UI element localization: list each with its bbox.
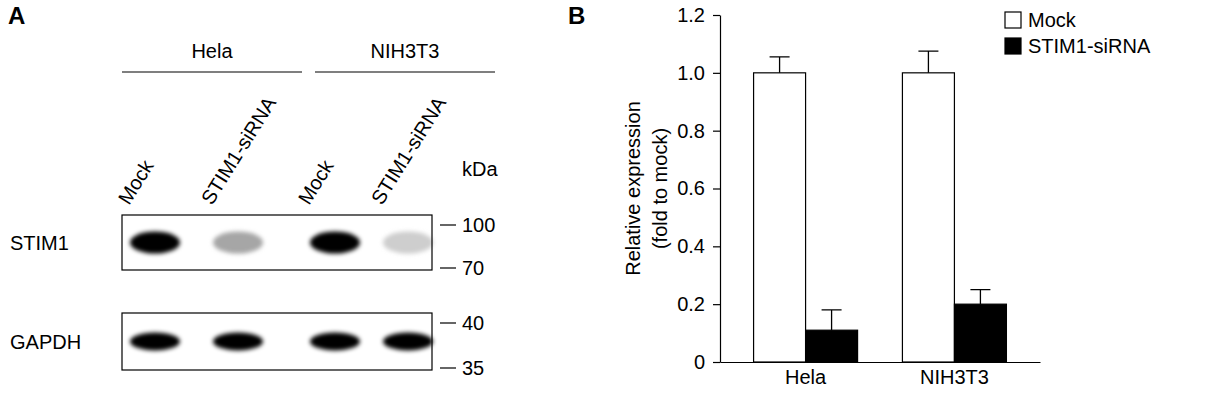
legend: Mock STIM1-siRNA — [1005, 9, 1151, 57]
y-tick-label: 0 — [694, 351, 705, 373]
y-tick-label: 0.6 — [677, 177, 705, 199]
legend-label: STIM1-siRNA — [1028, 35, 1151, 57]
y-axis: 0 0.2 0.4 0.6 0.8 1.0 1.2 — [677, 4, 720, 373]
y-tick-label: 0.2 — [677, 293, 705, 315]
band — [383, 232, 433, 254]
figure: A Hela Mock STIM1-siRNA NIH3T3 Mock STIM1-siRN… — [0, 0, 1221, 393]
y-tick: 0.4 — [677, 235, 720, 257]
lane-label: Mock — [294, 155, 339, 208]
group-line — [315, 71, 495, 72]
marker-tick — [440, 224, 456, 225]
y-tick-mark — [713, 188, 720, 189]
lane-label: Mock — [114, 155, 159, 208]
error-bar — [918, 51, 938, 73]
band — [310, 333, 360, 351]
marker-tick — [440, 322, 456, 323]
y-tick-label: 1.2 — [677, 4, 705, 26]
y-tick: 0.6 — [677, 177, 720, 199]
marker-tick — [440, 367, 456, 368]
y-tick-mark — [713, 15, 720, 16]
x-axis: Hela NIH3T3 — [721, 362, 1041, 388]
blot-frame — [122, 313, 432, 370]
legend-swatch — [1005, 38, 1021, 54]
legend-label: Mock — [1028, 9, 1077, 31]
y-axis-line — [720, 16, 721, 363]
panel-b: B 0 0.2 0.4 0.6 0.8 1.0 1.2 Hela NIH3T3 Relative e… — [568, 2, 1151, 388]
marker-label: 100 — [462, 214, 495, 236]
y-tick-label: 0.8 — [677, 120, 705, 142]
y-tick: 1.0 — [677, 62, 720, 84]
group-label: Hela — [191, 40, 233, 62]
y-tick-mark — [713, 362, 720, 363]
x-tick-label: NIH3T3 — [920, 366, 989, 388]
x-tick: Hela — [785, 362, 827, 388]
blot-row: STIM1 100 70 — [10, 214, 495, 279]
band — [383, 333, 433, 351]
y-tick: 0.2 — [677, 293, 720, 315]
y-tick-label: 0.4 — [677, 235, 705, 257]
y-axis-title: (fold to mock) — [649, 128, 671, 249]
lane-label: STIM1-siRNA — [367, 92, 451, 208]
marker-label: 70 — [462, 257, 484, 279]
y-tick-label: 1.0 — [677, 62, 705, 84]
y-tick-mark — [713, 246, 720, 247]
error-bar — [822, 310, 842, 330]
plot-area — [754, 51, 1007, 362]
row-label: STIM1 — [10, 232, 69, 254]
y-tick: 0 — [694, 351, 720, 373]
group-label: NIH3T3 — [371, 40, 440, 62]
y-tick: 1.2 — [677, 4, 720, 26]
blot-frame — [122, 215, 432, 270]
group-line — [122, 71, 302, 72]
y-tick-mark — [713, 73, 720, 74]
row-label: GAPDH — [10, 331, 81, 353]
band — [213, 333, 263, 351]
panel-a: A Hela Mock STIM1-siRNA NIH3T3 Mock STIM1-siRN… — [8, 2, 498, 379]
panel-label: A — [8, 2, 25, 29]
y-axis-title: Relative expression — [622, 101, 644, 276]
band — [130, 333, 180, 351]
bar — [806, 330, 858, 362]
panel-label: B — [568, 2, 585, 29]
legend-swatch — [1005, 12, 1021, 28]
error-bar — [770, 57, 790, 73]
x-tick: NIH3T3 — [920, 362, 989, 388]
blot-row: GAPDH 40 35 — [10, 312, 484, 379]
lane-label: STIM1-siRNA — [197, 92, 281, 208]
marker-unit: kDa — [462, 158, 498, 180]
x-tick-label: Hela — [785, 366, 827, 388]
marker-label: 35 — [462, 357, 484, 379]
marker-label: 40 — [462, 312, 484, 334]
band — [130, 232, 180, 254]
error-bar — [970, 290, 990, 304]
y-tick-mark — [713, 131, 720, 132]
x-axis-line — [721, 362, 1041, 363]
bar — [902, 73, 954, 362]
band — [213, 232, 263, 254]
y-tick: 0.8 — [677, 120, 720, 142]
bar — [954, 304, 1006, 362]
y-tick-mark — [713, 304, 720, 305]
marker-tick — [440, 267, 456, 268]
band — [310, 232, 360, 254]
bar — [754, 73, 806, 362]
